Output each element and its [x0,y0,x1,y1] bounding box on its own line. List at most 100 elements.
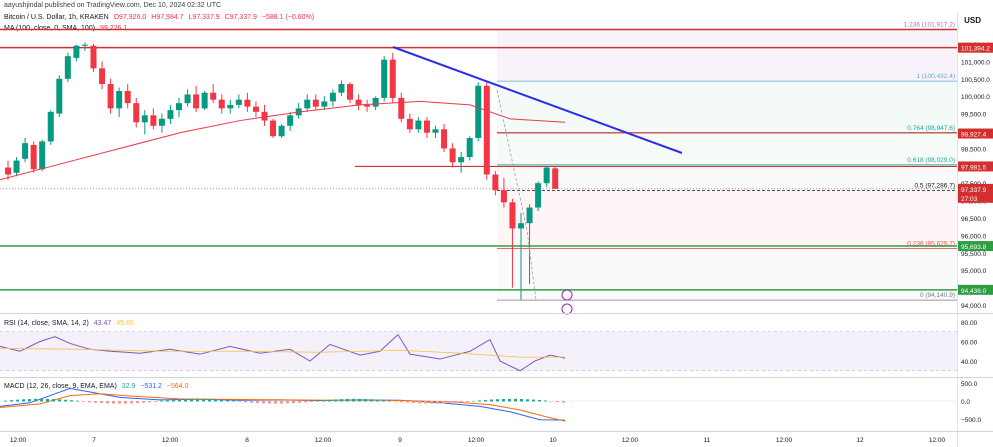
rsi-legend[interactable]: RSI (14, close, SMA, 14, 2) 43.47 45.65 [4,320,137,327]
candle-body [415,120,422,130]
macd-histogram-bar [514,398,517,402]
macd-histogram-bar [64,399,67,402]
price-tag-label: 97,981.5 [961,164,987,171]
fib-zone [497,29,957,82]
macd-histogram-bar [340,399,343,402]
price-tag [958,192,993,203]
candle-body [381,59,388,98]
candle-body [509,202,516,229]
macd-histogram-bar [268,401,271,404]
price-axis-label: 96,000.0 [961,233,987,240]
macd-histogram-bar [478,400,481,402]
ma-legend[interactable]: MA (100, close, 0, SMA, 100) 99,226.1 [4,25,130,32]
macd-legend[interactable]: MACD (12, 26, close, 9, EMA, EMA) 32.9 −… [4,383,192,390]
macd-histogram-bar [52,399,55,402]
macd-histogram-bar [376,399,379,402]
candle-body [329,92,336,102]
price-tag [958,241,993,252]
price-axis-label: 96,500.0 [961,216,987,223]
publisher-name[interactable]: aayushjindal [4,2,43,9]
candle-body [107,84,114,109]
candle-body [312,99,319,107]
price-tag-label: 97,337.9 [961,187,987,194]
macd-histogram-bar [292,401,295,404]
macd-histogram-bar [328,399,331,402]
macd-histogram-bar [46,398,49,402]
candle-body [338,84,345,93]
dividend-marker-icon [561,303,573,315]
macd-histogram-bar [88,401,91,403]
macd-histogram-bar [154,401,157,402]
macd-histogram-bar [562,401,565,403]
candle-body [218,99,225,109]
price-axis-label: 94,000.0 [961,303,987,310]
symbol-title[interactable]: Bitcoin / U.S. Dollar, 1h, KRAKEN [4,14,109,21]
ma-label[interactable]: MA (100, close, 0, SMA, 100) [4,25,96,32]
macd-histogram-bar [106,401,109,404]
candle-body [261,111,268,121]
macd-histogram-bar [460,401,463,403]
macd-histogram-bar [166,400,169,402]
candle-body [158,118,165,126]
macd-histogram-bar [508,398,511,402]
price-axis-label: 99,500.0 [961,112,987,119]
time-axis-label: 7 [92,437,96,444]
macd-histogram-bar [220,399,223,402]
macd-histogram-bar [184,399,187,402]
macd-histogram-bar [214,399,217,402]
macd-histogram-bar [316,400,319,402]
macd-histogram-bar [190,398,193,402]
macd-histogram-bar [124,401,127,404]
macd-histogram-bar [544,400,547,402]
candle-body [244,99,251,107]
macd-histogram-bar [538,400,541,402]
fib-level-label: 1.236 (101,917.2) [904,21,955,28]
macd-histogram-bar [160,400,163,402]
price-axis-label: 100,500.0 [961,77,990,84]
macd-histogram-bar [280,401,283,404]
macd-histogram-bar [28,399,31,402]
macd-label[interactable]: MACD (12, 26, close, 9, EMA, EMA) [4,383,117,390]
macd-histogram-bar [142,401,145,403]
macd-histogram-bar [250,401,253,403]
time-axis-label: 10 [549,437,557,444]
candle-body [432,129,439,133]
macd-histogram-bar [226,400,229,402]
macd-histogram-bar [298,401,301,403]
currency-label[interactable]: USD [964,16,981,25]
ohlc-close: C97,337.9 [224,14,257,21]
candle-body [30,144,37,170]
ohlc-low: L97,337.9 [188,14,220,21]
macd-histogram-bar [286,401,289,404]
macd-histogram-bar [490,399,493,402]
macd-histogram-bar [532,399,535,402]
price-tag [958,128,993,139]
symbol-legend[interactable]: Bitcoin / U.S. Dollar, 1h, KRAKEN O97,92… [4,14,317,21]
macd-histogram-bar [466,401,469,402]
rsi-pane-divider[interactable] [0,313,993,314]
macd-histogram-bar [238,401,241,402]
rsi-band [0,331,957,371]
price-tag-label: 27:03 [961,196,978,203]
macd-histogram-bar [70,400,73,402]
candle-body [22,143,29,159]
rsi-label[interactable]: RSI (14, close, SMA, 14, 2) [4,320,89,327]
projection-path [496,89,537,301]
publish-date: published on TradingView.com, Dec 10, 20… [44,2,222,9]
macd-pane-divider[interactable] [0,377,993,378]
time-axis-label: 12:00 [622,437,639,444]
candle-body [64,56,71,79]
macd-histogram-bar [472,400,475,402]
macd-histogram-bar [334,399,337,402]
macd-histogram-bar [412,401,415,404]
macd-histogram-bar [76,400,79,402]
candle-body [13,160,20,173]
time-axis-label: 9 [398,437,402,444]
rsi-axis-label: 40.00 [961,359,978,366]
candle-body [167,110,174,119]
macd-hist-value: 32.9 [121,383,136,390]
macd-histogram-bar [436,401,439,404]
price-tag [958,161,993,172]
macd-histogram-bar [352,398,355,402]
